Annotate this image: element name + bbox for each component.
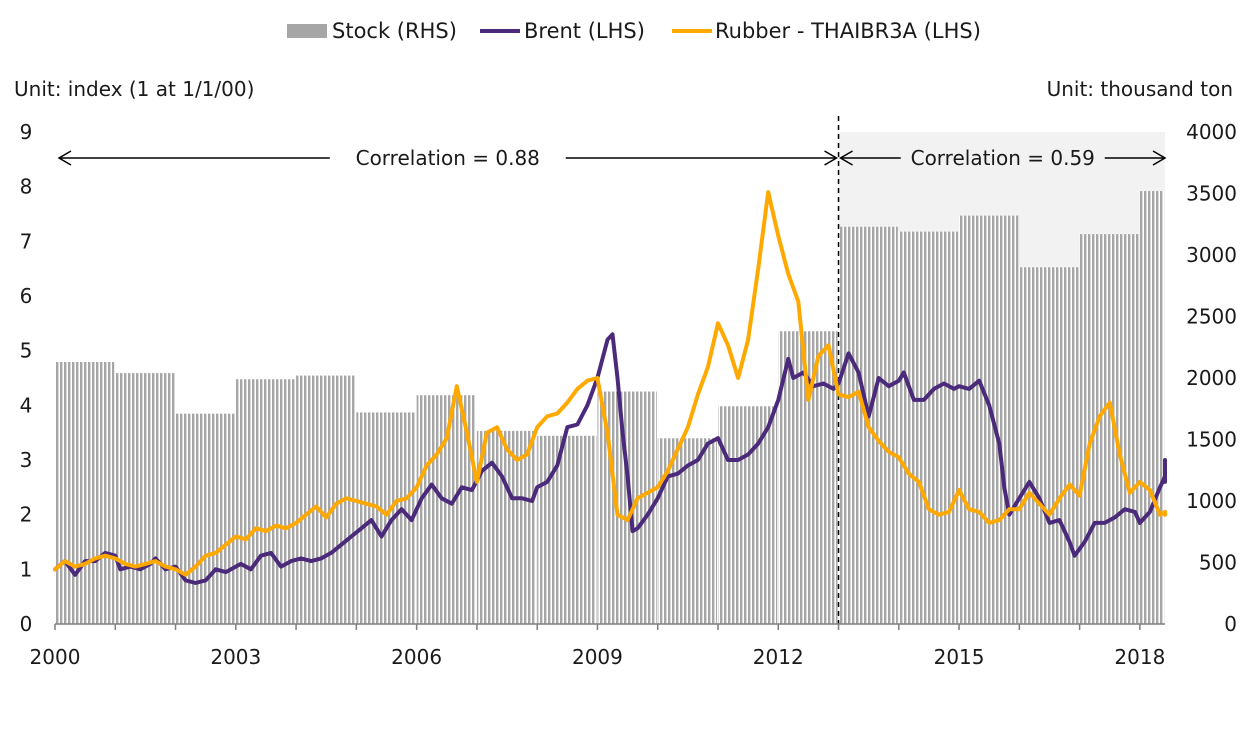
right-y-tick-label: 4000: [1186, 120, 1237, 144]
left-y-tick-label: 1: [20, 557, 33, 581]
right-y-tick-label: 0: [1224, 612, 1237, 636]
left-y-tick-label: 6: [20, 284, 33, 308]
legend-swatch-stock: [287, 24, 327, 38]
correlation-label-2: Correlation = 0.59: [911, 146, 1095, 170]
stock-bar-2005: [356, 412, 416, 624]
right-y-tick-label: 2500: [1186, 305, 1237, 329]
x-tick-label: 2018: [1114, 645, 1165, 669]
left-unit-label: Unit: index (1 at 1/1/00): [14, 77, 254, 101]
stock-bar-2008: [537, 435, 597, 624]
right-y-tick-label: 2000: [1186, 366, 1237, 390]
left-axis-ticks: 0 1 2 3 4 5 6 7 8 9: [20, 120, 33, 636]
left-y-tick-label: 5: [20, 339, 33, 363]
stock-bar-2000: [55, 362, 115, 624]
stock-bar-2016: [1019, 267, 1079, 624]
stock-bar-2017: [1079, 234, 1139, 624]
legend-label-stock: Stock (RHS): [332, 19, 457, 43]
x-tick-label: 2003: [210, 645, 261, 669]
legend-label-rubber: Rubber - THAIBR3A (LHS): [715, 19, 981, 43]
correlation-annotations: Correlation = 0.88 Correlation = 0.59: [57, 146, 1167, 170]
left-y-tick-label: 8: [20, 175, 33, 199]
right-y-tick-label: 3000: [1186, 243, 1237, 267]
right-y-tick-label: 3500: [1186, 182, 1237, 206]
x-tick-label: 2015: [934, 645, 985, 669]
left-y-tick-label: 9: [20, 120, 33, 144]
right-y-tick-label: 1000: [1186, 489, 1237, 513]
stock-bar-2015: [959, 215, 1019, 624]
correlation-label-1: Correlation = 0.88: [356, 146, 540, 170]
stock-bar-2014: [898, 231, 959, 624]
left-y-tick-label: 3: [20, 448, 33, 472]
stock-bar-2018: [1139, 191, 1164, 625]
x-tick-label: 2000: [30, 645, 81, 669]
annotation-arrowhead-right: [1152, 150, 1167, 166]
legend: Stock (RHS) Brent (LHS) Rubber - THAIBR3…: [287, 19, 981, 43]
legend-label-brent: Brent (LHS): [524, 19, 645, 43]
annotation-arrowhead-right: [824, 150, 839, 166]
left-y-tick-label: 2: [20, 503, 33, 527]
right-axis-ticks: 0 500 1000 1500 2000 2500 3000 3500 4000: [1186, 120, 1237, 636]
right-unit-label: Unit: thousand ton: [1047, 77, 1233, 101]
x-tick-label: 2006: [391, 645, 442, 669]
stock-bars: [55, 191, 1164, 625]
stock-bar-2001: [115, 373, 175, 624]
brent-series-line: [53, 332, 1167, 585]
x-tick-label: 2012: [753, 645, 804, 669]
right-y-tick-label: 500: [1199, 551, 1237, 575]
x-axis-ticks: 2000 2003 2006 2009 2012 2015 2018: [30, 624, 1165, 669]
annotation-arrowhead-left: [839, 150, 853, 166]
stock-bar-2011: [717, 406, 778, 624]
stock-bar-2007: [476, 430, 537, 624]
stock-bar-2012: [778, 331, 838, 624]
left-y-tick-label: 0: [20, 612, 33, 636]
series-lines: [53, 190, 1167, 585]
right-y-tick-label: 1500: [1186, 428, 1237, 452]
rubber-series-line: [53, 190, 1167, 577]
stock-bar-2002: [175, 413, 235, 624]
annotation-arrowhead-left: [57, 150, 72, 166]
left-y-tick-label: 7: [20, 229, 33, 253]
left-y-tick-label: 4: [20, 393, 33, 417]
x-tick-label: 2009: [572, 645, 623, 669]
stock-bar-2003: [235, 379, 296, 624]
